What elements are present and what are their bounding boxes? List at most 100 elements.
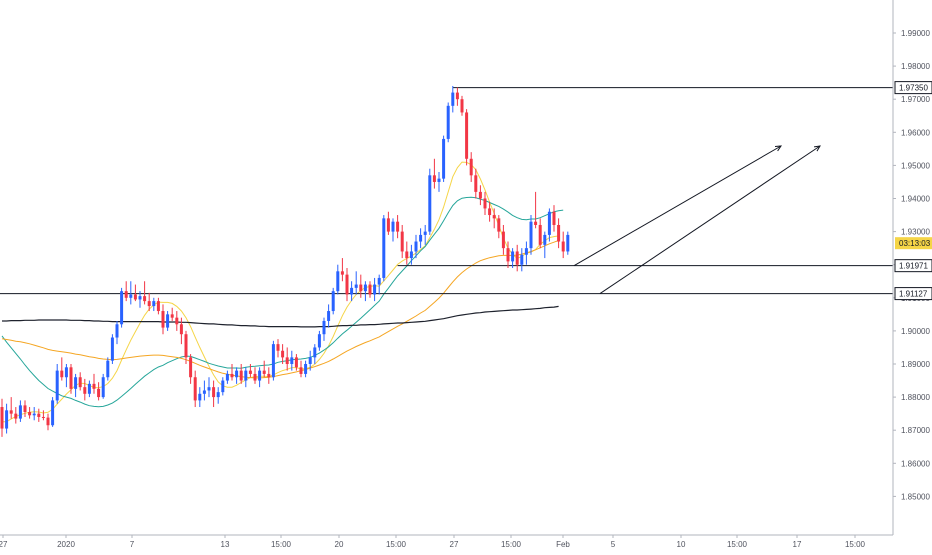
candle-body xyxy=(166,314,170,328)
candle-body xyxy=(437,178,441,182)
candle-body xyxy=(405,251,409,259)
y-tick-label: 1.94000 xyxy=(901,195,930,204)
candle-body xyxy=(400,231,404,252)
candle-body xyxy=(304,364,308,374)
y-tick-label: 1.98000 xyxy=(901,62,930,71)
candle-body xyxy=(506,248,510,262)
candle-body xyxy=(368,284,372,295)
candle-body xyxy=(451,92,455,106)
candle-body xyxy=(492,215,496,219)
y-tick-label: 1.97000 xyxy=(901,95,930,104)
candle-body xyxy=(520,254,524,265)
candle-body xyxy=(331,291,335,312)
candle-body xyxy=(391,221,395,232)
candle-body xyxy=(460,99,464,113)
candle-body xyxy=(129,294,133,298)
candle-body xyxy=(202,390,206,394)
candle-body xyxy=(267,373,271,378)
moving-average-line xyxy=(1,161,559,423)
x-tick-label: 15:00 xyxy=(271,540,292,549)
candles xyxy=(0,85,570,437)
candle-body xyxy=(179,324,183,335)
candle-body xyxy=(41,416,45,418)
candle-body xyxy=(92,383,96,389)
moving-average-line xyxy=(1,240,559,379)
candle-body xyxy=(442,138,446,179)
candle-body xyxy=(83,387,87,394)
candle-body xyxy=(308,357,312,364)
candle-body xyxy=(419,234,423,242)
candle-body xyxy=(198,393,202,401)
x-tick-label: 27 xyxy=(0,540,8,549)
candle-body xyxy=(55,370,59,401)
x-tick-label: 7 xyxy=(130,540,135,549)
x-tick-label: 27 xyxy=(450,540,459,549)
candle-body xyxy=(409,251,413,259)
candle-body xyxy=(5,410,9,429)
candle-body xyxy=(97,388,101,398)
candle-body xyxy=(469,158,473,176)
y-tick-label: 1.88000 xyxy=(901,393,930,402)
candle-body xyxy=(0,407,4,429)
candle-body xyxy=(14,413,18,419)
candle-body xyxy=(156,301,160,312)
candle-body xyxy=(547,211,551,235)
y-tick-label: 1.85000 xyxy=(901,492,930,501)
candle-body xyxy=(276,344,280,351)
x-tick-label: 2020 xyxy=(57,540,75,549)
x-tick-label: 15:00 xyxy=(845,540,866,549)
candle-body xyxy=(207,387,211,391)
candle-body xyxy=(373,284,377,295)
candle-body xyxy=(230,373,234,378)
candle-body xyxy=(152,301,156,307)
x-tick-label: 15:00 xyxy=(386,540,407,549)
candle-body xyxy=(497,218,501,232)
x-tick-label: 10 xyxy=(677,540,686,549)
candle-body xyxy=(336,271,340,292)
level-price-badge xyxy=(894,81,932,95)
candle-body xyxy=(327,311,331,321)
candle-body xyxy=(363,284,367,292)
candle-body xyxy=(239,370,243,381)
y-tick-label: 1.87000 xyxy=(901,426,930,435)
candle-body xyxy=(9,410,13,414)
projection-arrow-line xyxy=(573,145,782,267)
candle-body xyxy=(51,400,55,426)
candle-body xyxy=(221,380,225,393)
candle-body xyxy=(552,211,556,225)
candle-body xyxy=(189,357,193,378)
candle-body xyxy=(483,198,487,209)
candle-body xyxy=(414,241,418,252)
candle-body xyxy=(120,291,124,325)
moving-average-line xyxy=(1,196,564,408)
candle-body xyxy=(345,274,349,295)
moving-averages xyxy=(1,161,564,423)
candle-body xyxy=(235,370,239,378)
candle-body xyxy=(281,350,285,358)
candle-body xyxy=(115,324,119,338)
candle-body xyxy=(271,344,275,378)
candle-body xyxy=(32,413,36,416)
y-tick-label: 1.93000 xyxy=(901,228,930,237)
candle-body xyxy=(313,347,317,358)
candle-body xyxy=(64,367,68,378)
candle-body xyxy=(529,221,533,249)
candle-body xyxy=(110,337,114,361)
current-countdown-label: 03:13:03 xyxy=(899,239,931,248)
x-tick-label: 17 xyxy=(793,540,802,549)
candle-body xyxy=(340,271,344,275)
y-tick-label: 1.96000 xyxy=(901,128,930,137)
candle-body xyxy=(60,370,64,378)
candle-body xyxy=(248,370,252,374)
candle-body xyxy=(386,218,390,232)
candle-body xyxy=(359,284,363,292)
candle-body xyxy=(106,360,110,378)
candle-body xyxy=(124,291,128,298)
y-tick-label: 1.89000 xyxy=(901,360,930,369)
candle-body xyxy=(557,224,561,242)
candle-body xyxy=(225,373,229,381)
candle-body xyxy=(143,296,147,302)
